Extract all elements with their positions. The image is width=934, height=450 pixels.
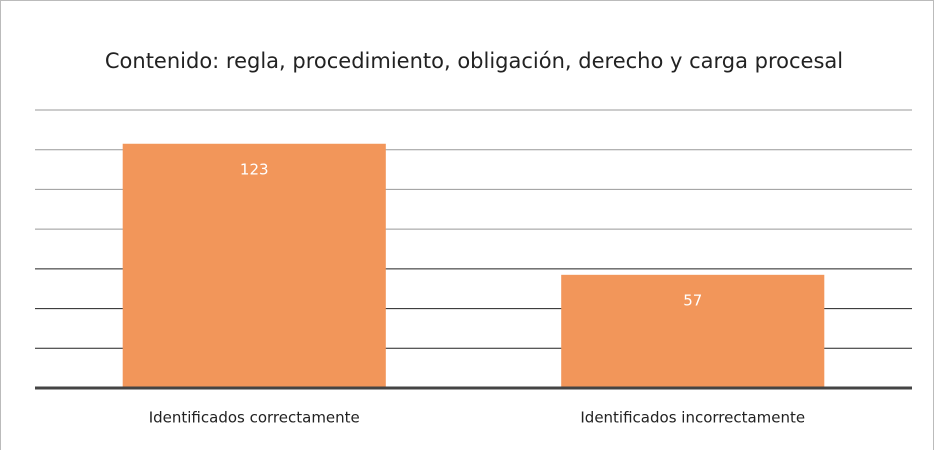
x-tick-label: Identificados correctamente xyxy=(149,409,360,427)
x-tick-label: Identificados incorrectamente xyxy=(580,409,805,427)
data-label: 57 xyxy=(683,291,702,309)
data-label: 123 xyxy=(240,160,269,178)
chart-title: Contenido: regla, procedimiento, obligac… xyxy=(105,49,843,73)
bar xyxy=(561,274,825,388)
bar xyxy=(122,143,386,388)
